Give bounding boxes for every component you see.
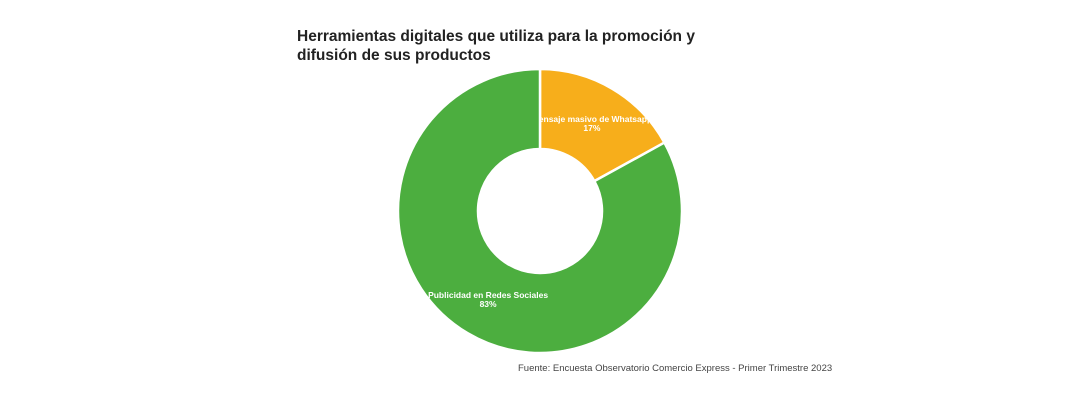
chart-title: Herramientas digitales que utiliza para … — [297, 28, 695, 64]
slice-label: Mensaje masivo de Whatsapp — [532, 114, 652, 124]
slice-label: Publicidad en Redes Sociales — [428, 290, 548, 300]
chart-source: Fuente: Encuesta Observatorio Comercio E… — [518, 363, 833, 374]
slice-value-label: 83% — [480, 299, 497, 309]
slice-1 — [396, 67, 684, 355]
slice-0 — [538, 67, 667, 183]
slice-value-label: 17% — [583, 123, 600, 133]
